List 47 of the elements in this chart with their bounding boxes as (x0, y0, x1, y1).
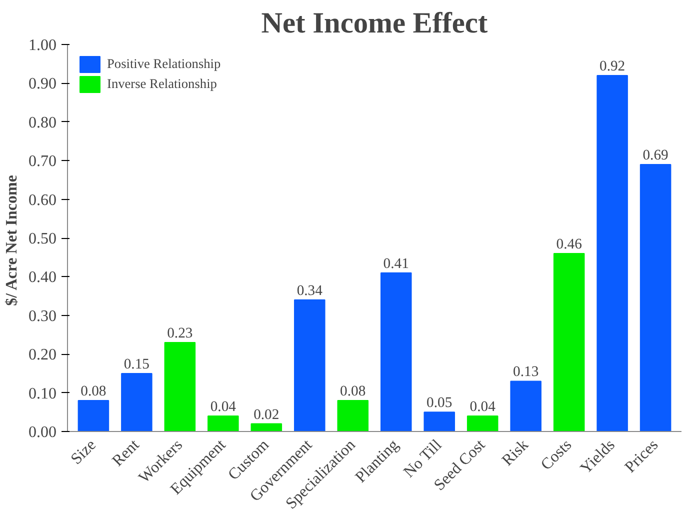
data-label: 0.05 (426, 395, 452, 412)
data-label: 0.15 (124, 356, 150, 372)
bar (250, 423, 282, 432)
y-tick-label: 0.90 (28, 76, 56, 93)
data-label: 0.08 (80, 384, 106, 400)
y-tick-label: 1.00 (28, 37, 56, 54)
bar (208, 416, 239, 432)
bar (596, 74, 628, 432)
bar (121, 372, 152, 432)
y-axis-title: $/ Acre Net Income (4, 175, 20, 306)
data-label: 0.92 (599, 58, 626, 74)
bar (640, 164, 672, 432)
bar (380, 272, 412, 432)
bar (424, 412, 455, 432)
data-label: 0.02 (254, 406, 280, 423)
bar (337, 400, 369, 432)
data-label: 0.08 (340, 384, 366, 400)
y-tick-label: 0.50 (28, 230, 56, 248)
y-tick-label: 0.70 (28, 153, 56, 170)
y-tick-label: 0.40 (28, 269, 56, 286)
data-label: 0.69 (642, 147, 668, 164)
data-label: 0.34 (296, 282, 324, 299)
y-tick-label: 0.80 (28, 114, 56, 132)
x-tick-label: Risk (499, 436, 532, 470)
x-tick-label: Rent (109, 436, 144, 470)
data-label: 0.04 (470, 399, 496, 416)
x-tick-label: Costs (538, 436, 576, 474)
x-tick-label: Size (68, 436, 100, 468)
y-tick-label: 0.10 (28, 385, 56, 402)
data-label: 0.13 (513, 364, 539, 380)
bar (510, 380, 542, 432)
data-label: 0.23 (167, 325, 193, 342)
legend-label: Positive Relationship (107, 56, 221, 72)
bar (294, 299, 326, 432)
legend-label: Inverse Relationship (107, 76, 217, 92)
bar (164, 342, 196, 432)
y-tick-label: 0.30 (28, 308, 56, 325)
bar (466, 416, 498, 432)
y-tick-label: 0.60 (28, 192, 56, 209)
data-label: 0.04 (210, 399, 237, 416)
chart-title: Net Income Effect (261, 8, 488, 40)
data-label: 0.41 (383, 256, 409, 272)
y-tick-label: 0.00 (28, 424, 56, 441)
y-tick-label: 0.20 (28, 346, 56, 364)
bar (553, 252, 585, 432)
bar (78, 400, 110, 432)
data-label: 0.46 (556, 236, 582, 252)
